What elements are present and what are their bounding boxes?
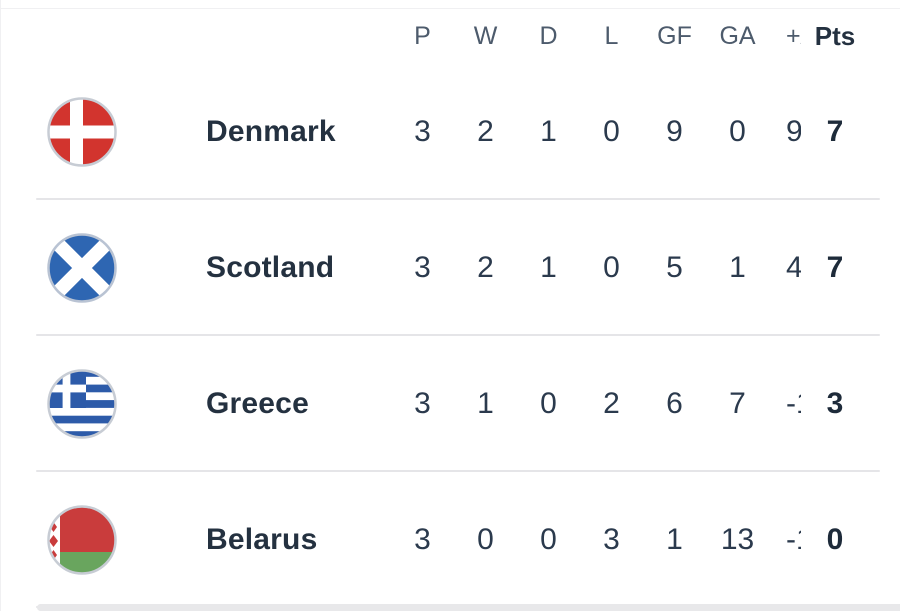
greece-flag-icon bbox=[47, 369, 117, 439]
col-header-lost: L bbox=[604, 21, 619, 50]
stat-points: 0 bbox=[826, 523, 844, 556]
denmark-flag-icon bbox=[47, 97, 117, 167]
stat-won: 2 bbox=[477, 115, 494, 148]
stat-goals-for: 9 bbox=[666, 115, 683, 148]
stat-points: 3 bbox=[826, 387, 844, 420]
stat-lost: 2 bbox=[603, 387, 620, 420]
stat-lost: 0 bbox=[603, 115, 620, 148]
col-header-goals-against: GA bbox=[719, 21, 756, 50]
table-row[interactable]: Greece 3 1 0 2 6 7 -1 3 bbox=[1, 336, 900, 472]
stat-goal-diff: 4 bbox=[786, 251, 801, 285]
stat-won: 2 bbox=[477, 251, 494, 284]
stat-drawn: 1 bbox=[540, 251, 557, 284]
col-header-goals-for: GF bbox=[657, 21, 692, 50]
table-row[interactable]: Scotland 3 2 1 0 5 1 4 7 bbox=[1, 200, 900, 336]
stat-goals-for: 5 bbox=[666, 251, 683, 284]
team-name: Belarus bbox=[206, 523, 318, 556]
stat-goal-diff: 9 bbox=[786, 115, 801, 149]
scotland-flag-icon bbox=[47, 233, 117, 303]
stat-goals-against: 1 bbox=[729, 251, 746, 284]
horizontal-scrollbar[interactable] bbox=[37, 604, 900, 611]
col-header-goal-diff: +/- bbox=[786, 21, 801, 50]
col-header-drawn: D bbox=[539, 21, 558, 50]
stat-lost: 3 bbox=[603, 523, 620, 556]
table-row[interactable]: Denmark 3 2 1 0 9 0 9 7 bbox=[1, 64, 900, 200]
stat-won: 1 bbox=[477, 387, 494, 420]
stat-drawn: 0 bbox=[540, 387, 557, 420]
stat-drawn: 1 bbox=[540, 115, 557, 148]
team-name: Denmark bbox=[206, 115, 336, 148]
table-row[interactable]: Belarus 3 0 0 3 1 13 -12 0 bbox=[1, 472, 900, 608]
belarus-flag-icon bbox=[47, 505, 117, 575]
team-name: Scotland bbox=[206, 251, 335, 284]
stat-played: 3 bbox=[414, 387, 431, 420]
stat-goal-diff: -1 bbox=[786, 387, 801, 420]
team-name: Greece bbox=[206, 387, 309, 420]
stat-lost: 0 bbox=[603, 251, 620, 284]
card-top-divider bbox=[1, 8, 900, 9]
stat-points: 7 bbox=[826, 115, 844, 148]
stat-won: 0 bbox=[477, 523, 494, 556]
col-header-played: P bbox=[414, 21, 431, 50]
stat-goals-against: 7 bbox=[729, 387, 746, 420]
stat-played: 3 bbox=[414, 523, 431, 556]
table-header-row: P W D L GF GA +/- Pts bbox=[1, 0, 900, 64]
col-header-won: W bbox=[473, 21, 498, 50]
stat-goal-diff: -12 bbox=[786, 523, 801, 556]
stat-played: 3 bbox=[414, 115, 431, 148]
col-header-points: Pts bbox=[814, 20, 856, 51]
stat-goals-against: 0 bbox=[729, 115, 746, 148]
stat-played: 3 bbox=[414, 251, 431, 284]
stat-goals-against: 13 bbox=[720, 523, 755, 556]
stat-drawn: 0 bbox=[540, 523, 557, 556]
stat-goals-for: 6 bbox=[666, 387, 683, 420]
stat-points: 7 bbox=[826, 251, 844, 284]
stat-goals-for: 1 bbox=[666, 523, 683, 556]
